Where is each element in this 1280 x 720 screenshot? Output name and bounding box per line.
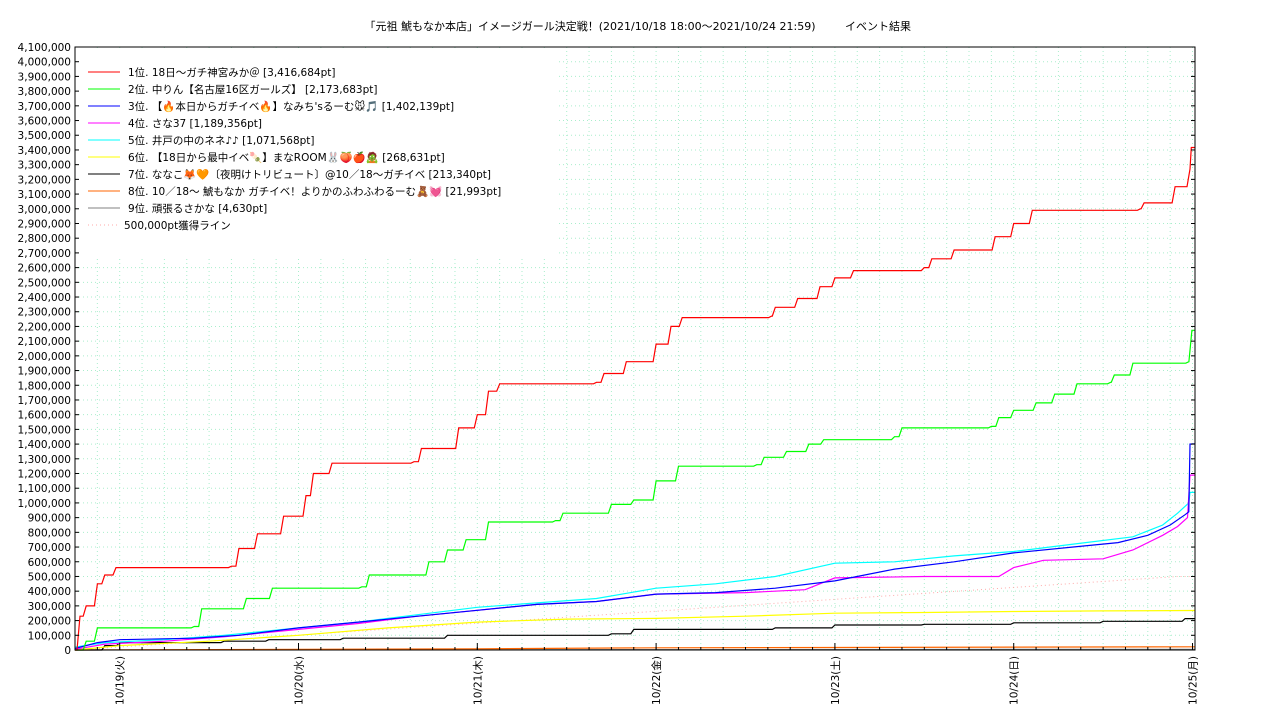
series-line-rank-7	[75, 618, 1195, 651]
y-tick-label: 2,400,000	[18, 292, 71, 304]
y-tick-label: 2,200,000	[18, 321, 71, 333]
y-tick-label: 2,700,000	[18, 248, 71, 260]
series-line-rank-2	[75, 329, 1195, 651]
y-tick-label: 3,100,000	[18, 189, 71, 201]
legend-label-rank-5: 5位. 井戸の中のネネ♪♪ [1,071,568pt]	[128, 134, 315, 147]
series-layer	[74, 146, 1196, 651]
y-tick-label: 2,600,000	[18, 263, 71, 275]
y-tick-label: 3,200,000	[18, 174, 71, 186]
reference-line-layer	[74, 576, 1195, 651]
y-tick-label: 1,300,000	[18, 454, 71, 466]
y-tick-label: 1,100,000	[18, 483, 71, 495]
x-tick-label: 10/19(火)	[115, 656, 127, 705]
x-tick-label: 10/25(月)	[1188, 656, 1200, 705]
legend-label-rank-8: 8位. 10／18〜 鯱もなか ガチイベ！よりかのふわふわるーむ🧸💓 [21,9…	[128, 185, 501, 198]
y-tick-label: 1,900,000	[18, 366, 71, 378]
y-tick-label: 2,300,000	[18, 307, 71, 319]
y-tick-label: 3,000,000	[18, 204, 71, 216]
y-tick-label: 1,600,000	[18, 410, 71, 422]
y-tick-label: 4,000,000	[18, 57, 71, 69]
y-tick-label: 200,000	[28, 616, 71, 628]
y-tick-label: 700,000	[28, 542, 71, 554]
y-tick-label: 400,000	[28, 586, 71, 598]
y-tick-label: 500,000	[28, 571, 71, 583]
y-axis: 0 100,000 200,000 300,000 400,000 500,000 600,…	[18, 42, 1195, 657]
y-tick-label: 900,000	[28, 513, 71, 525]
x-tick-label: 10/24(日)	[1009, 656, 1021, 705]
y-tick-label: 600,000	[28, 557, 71, 569]
y-tick-label: 2,800,000	[18, 233, 71, 245]
legend-label-rank-6: 6位. 【18日から最中イベ🍡】まなROOM🐰🍑🍎🧟 [268,631pt]	[128, 151, 445, 164]
legend-label-rank-4: 4位. さな37 [1,189,356pt]	[128, 117, 262, 130]
y-tick-label: 2,500,000	[18, 277, 71, 289]
series-line-rank-1	[75, 146, 1195, 651]
y-tick-label: 2,900,000	[18, 218, 71, 230]
legend-label-rank-7: 7位. ななこ🦊🧡〔夜明けトリビュート〕@10／18〜ガチイベ [213,340…	[128, 168, 491, 181]
x-tick-label: 10/21(木)	[472, 656, 484, 705]
series-line-rank-6	[74, 609, 1196, 651]
y-tick-label: 1,500,000	[18, 424, 71, 436]
reference-line-500000	[74, 576, 1195, 651]
y-tick-label: 300,000	[28, 601, 71, 613]
legend-label-rank-9: 9位. 頑張るさかな [4,630pt]	[128, 202, 267, 215]
x-tick-label: 10/22(金)	[650, 656, 663, 705]
legend-label-rank-2: 2位. 中りん【名古屋16区ガールズ】 [2,173,683pt]	[128, 83, 377, 96]
y-tick-label: 4,100,000	[18, 42, 71, 54]
y-tick-label: 3,300,000	[18, 160, 71, 172]
y-tick-label: 0	[64, 645, 71, 657]
y-tick-label: 1,800,000	[18, 380, 71, 392]
y-tick-label: 1,700,000	[18, 395, 71, 407]
grid-layer	[75, 47, 1195, 650]
y-tick-label: 3,400,000	[18, 145, 71, 157]
y-tick-label: 100,000	[28, 630, 71, 642]
legend-background	[76, 48, 556, 258]
y-tick-label: 3,600,000	[18, 116, 71, 128]
y-tick-label: 1,200,000	[18, 469, 71, 481]
series-line-rank-4	[74, 474, 1195, 650]
plot-frame	[74, 46, 1196, 651]
chart-subtitle: イベント結果	[845, 19, 911, 33]
series-line-rank-3	[74, 443, 1196, 650]
series-line-rank-5	[74, 491, 1195, 648]
y-tick-label: 3,800,000	[18, 86, 71, 98]
y-tick-label: 3,700,000	[18, 101, 71, 113]
x-tick-label: 10/23(土)	[829, 656, 842, 705]
y-tick-label: 1,400,000	[18, 439, 71, 451]
legend-label-rank-3: 3位. 【🔥本日からガチイベ🔥】なみち'sるーむ🐭🎵 [1,402,139pt]	[128, 100, 454, 113]
x-tick-label: 10/20(水)	[294, 656, 306, 705]
legend-label-reference: 500,000pt獲得ライン	[124, 219, 231, 232]
y-tick-label: 3,500,000	[18, 130, 71, 142]
y-tick-label: 800,000	[28, 527, 71, 539]
x-axis: 10/19(火) 10/20(水) 10/21(木) 10/22(金) 10/23(土)…	[96, 643, 1200, 705]
chart-title: 「元祖 鯱もなか本店」イメージガール決定戦！(2021/10/18 18:00～…	[364, 19, 815, 33]
y-tick-label: 1,000,000	[18, 498, 71, 510]
y-tick-label: 2,100,000	[18, 336, 71, 348]
y-tick-label: 2,000,000	[18, 351, 71, 363]
y-tick-label: 3,900,000	[18, 71, 71, 83]
legend: 1位. 18日〜ガチ神宮みか＠ [3,416,684pt] 2位. 中りん【名古屋…	[88, 66, 501, 232]
legend-label-rank-1: 1位. 18日〜ガチ神宮みか＠ [3,416,684pt]	[128, 66, 335, 79]
